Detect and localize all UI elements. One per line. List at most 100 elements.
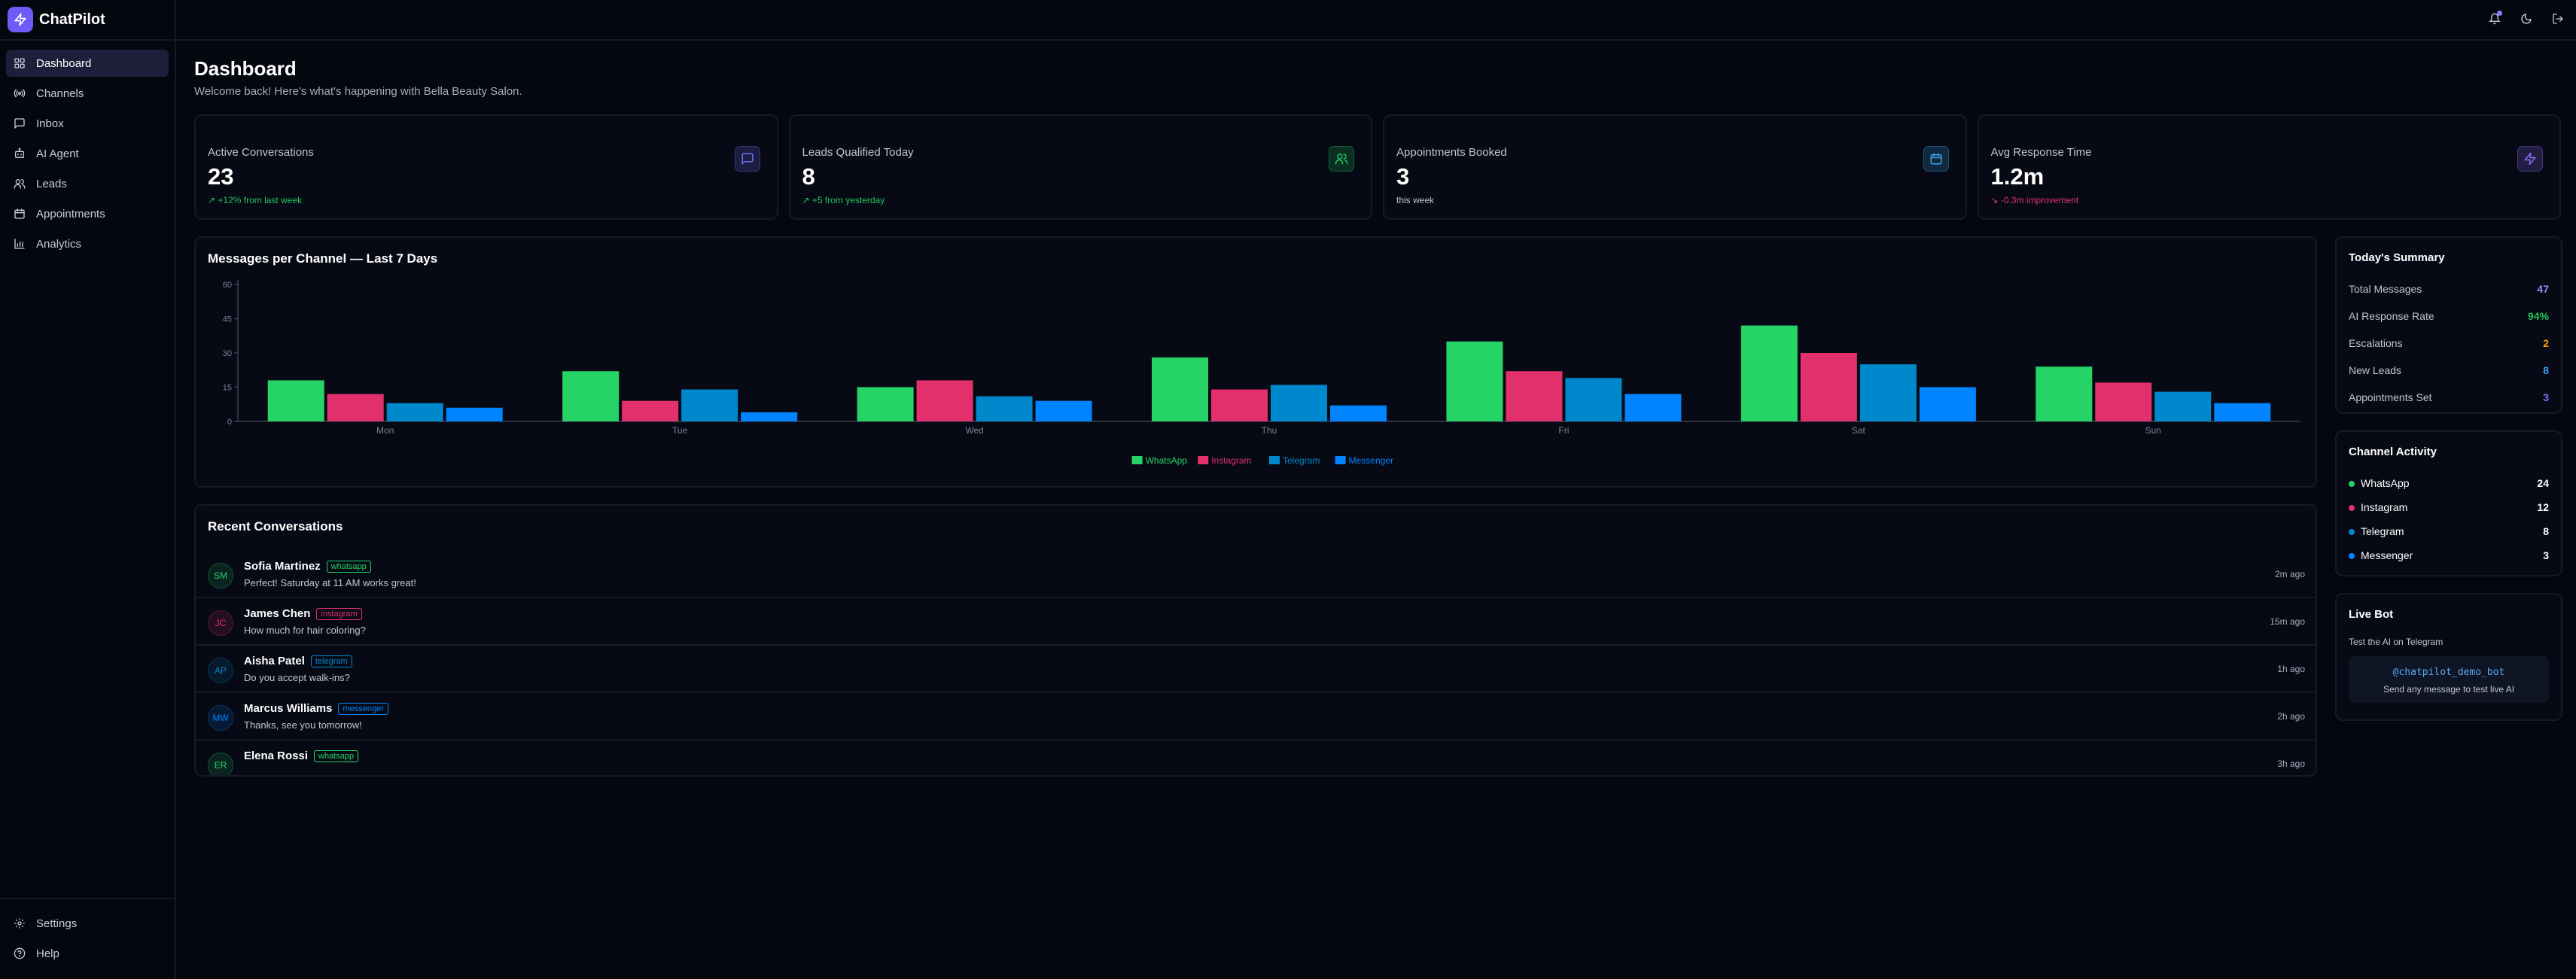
users-icon xyxy=(1329,146,1354,172)
logout-button[interactable] xyxy=(2549,10,2567,28)
channel-label: Messenger xyxy=(2361,549,2413,561)
conversation-row[interactable]: MW Marcus Williams messenger Thanks, see … xyxy=(196,693,2316,740)
sidebar-nav: Dashboard Channels Inbox AI Agent Leads … xyxy=(0,41,175,257)
stat-card-leads-qualified: Leads Qualified Today 8 ↗ +5 from yester… xyxy=(788,114,1372,220)
conversation-row[interactable]: AP Aisha Patel telegram Do you accept wal… xyxy=(196,646,2316,693)
sidebar-item-label: Dashboard xyxy=(36,56,92,70)
stat-card-active-conversations: Active Conversations 23 ↗ +12% from last… xyxy=(194,114,778,220)
channel-badge: whatsapp xyxy=(326,560,371,573)
y-tick-label: 0 xyxy=(227,418,232,427)
conversation-row[interactable]: JC James Chen instagram How much for hair… xyxy=(196,598,2316,646)
sidebar-item-channels[interactable]: Channels xyxy=(6,80,169,107)
x-tick-label: Thu xyxy=(1262,425,1277,436)
summary-row: Escalations 2 xyxy=(2349,337,2549,349)
sidebar-item-help[interactable]: Help xyxy=(6,940,169,967)
radio-icon xyxy=(14,87,26,99)
legend-label: Messenger xyxy=(1349,455,1393,466)
bar-whatsapp-sun xyxy=(2036,366,2093,421)
conversation-row[interactable]: SM Sofia Martinez whatsapp Perfect! Satur… xyxy=(196,551,2316,598)
chart-title: Messages per Channel — Last 7 Days xyxy=(208,251,438,266)
zap-icon xyxy=(2517,146,2543,172)
bar-whatsapp-thu xyxy=(1152,357,1208,421)
legend-swatch xyxy=(1269,456,1280,464)
bar-messenger-thu xyxy=(1330,405,1387,421)
bar-telegram-mon xyxy=(386,403,443,421)
last-message: How much for hair coloring? xyxy=(244,625,366,636)
sidebar-item-leads[interactable]: Leads xyxy=(6,170,169,197)
channel-row: Telegram 8 xyxy=(2349,525,2549,537)
bar-telegram-fri xyxy=(1565,378,1622,421)
contact-name: Sofia Martinez whatsapp xyxy=(244,560,371,573)
bar-messenger-tue xyxy=(741,412,798,421)
contact-name-text: James Chen xyxy=(244,607,311,620)
message-time: 1h ago xyxy=(2277,664,2305,674)
messages-bar-chart: 0 15 30 45 60 Mon Tue Wed Thu Fri Sat Sun WhatsApp In… xyxy=(223,280,2300,466)
channel-label: WhatsApp xyxy=(2361,477,2410,489)
contact-name: Marcus Williams messenger xyxy=(244,702,388,715)
recent-title: Recent Conversations xyxy=(208,519,343,534)
sidebar-item-ai-agent[interactable]: AI Agent xyxy=(6,140,169,167)
sidebar-item-dashboard[interactable]: Dashboard xyxy=(6,50,169,77)
bell-icon xyxy=(2489,13,2501,25)
sidebar-item-settings[interactable]: Settings xyxy=(6,910,169,937)
bot-handle[interactable]: @chatpilot_demo_bot xyxy=(2392,667,2505,678)
theme-toggle-button[interactable] xyxy=(2517,10,2535,28)
bar-messenger-wed xyxy=(1035,400,1092,421)
grid-icon xyxy=(14,57,26,69)
channel-dot xyxy=(2349,529,2355,536)
stat-value: 23 xyxy=(208,163,234,190)
avatar: ER xyxy=(208,752,233,775)
bar-messenger-sat xyxy=(1919,387,1976,421)
avatar: MW xyxy=(208,705,233,731)
contact-name: James Chen instagram xyxy=(244,607,362,620)
calendar-icon xyxy=(14,208,26,220)
bar-instagram-tue xyxy=(622,400,679,421)
stat-card-appointments-booked: Appointments Booked 3 this week xyxy=(1383,114,1967,220)
top-bar xyxy=(176,0,2576,41)
bar-chart-icon xyxy=(14,238,26,250)
bot-icon xyxy=(14,147,26,160)
channel-count: 8 xyxy=(2543,525,2549,537)
gear-icon xyxy=(14,917,26,929)
live-bot-title: Live Bot xyxy=(2349,608,2394,621)
users-icon xyxy=(14,178,26,190)
bot-handle-box[interactable]: @chatpilot_demo_bot Send any message to … xyxy=(2349,656,2549,703)
x-tick-label: Sun xyxy=(2145,425,2161,436)
sidebar-item-inbox[interactable]: Inbox xyxy=(6,110,169,137)
legend-label: WhatsApp xyxy=(1146,455,1188,466)
x-tick-label: Mon xyxy=(376,425,394,436)
summary-title: Today's Summary xyxy=(2349,251,2445,264)
channel-count: 3 xyxy=(2543,549,2549,561)
todays-summary-panel: Today's Summary Total Messages 47 AI Resp… xyxy=(2335,236,2562,414)
conversation-row[interactable]: ER Elena Rossi whatsapp 3h ago xyxy=(196,740,2316,775)
summary-label: Total Messages xyxy=(2349,283,2422,295)
brand-name: ChatPilot xyxy=(39,11,105,28)
stat-note: ↘ -0.3m improvement xyxy=(1990,195,2079,205)
stat-label: Avg Response Time xyxy=(1990,146,2092,159)
message-time: 15m ago xyxy=(2270,616,2305,627)
legend-swatch xyxy=(1335,456,1346,464)
channel-badge: messenger xyxy=(338,702,388,715)
summary-value: 2 xyxy=(2543,337,2549,349)
sidebar-item-label: Inbox xyxy=(36,117,64,130)
message-time: 2m ago xyxy=(2274,569,2305,579)
sidebar-item-appointments[interactable]: Appointments xyxy=(6,200,169,227)
bar-telegram-thu xyxy=(1271,385,1327,421)
sidebar-item-label: Leads xyxy=(36,177,67,190)
sidebar-bottom: Settings Help xyxy=(0,898,175,979)
summary-row: Appointments Set 3 xyxy=(2349,391,2549,403)
contact-name-text: Aisha Patel xyxy=(244,655,305,667)
channel-dot xyxy=(2349,553,2355,560)
calendar-icon xyxy=(1923,146,1949,172)
bar-telegram-tue xyxy=(681,389,738,421)
channel-row: Instagram 12 xyxy=(2349,501,2549,513)
bot-hint: Send any message to test live AI xyxy=(2383,684,2515,695)
message-time: 3h ago xyxy=(2277,759,2305,769)
summary-label: New Leads xyxy=(2349,364,2402,376)
brand[interactable]: ChatPilot xyxy=(0,0,175,41)
x-tick-label: Wed xyxy=(965,425,983,436)
notifications-button[interactable] xyxy=(2486,10,2504,28)
channel-label: Instagram xyxy=(2361,501,2408,513)
sidebar-item-analytics[interactable]: Analytics xyxy=(6,230,169,257)
sidebar-item-label: Appointments xyxy=(36,207,105,220)
